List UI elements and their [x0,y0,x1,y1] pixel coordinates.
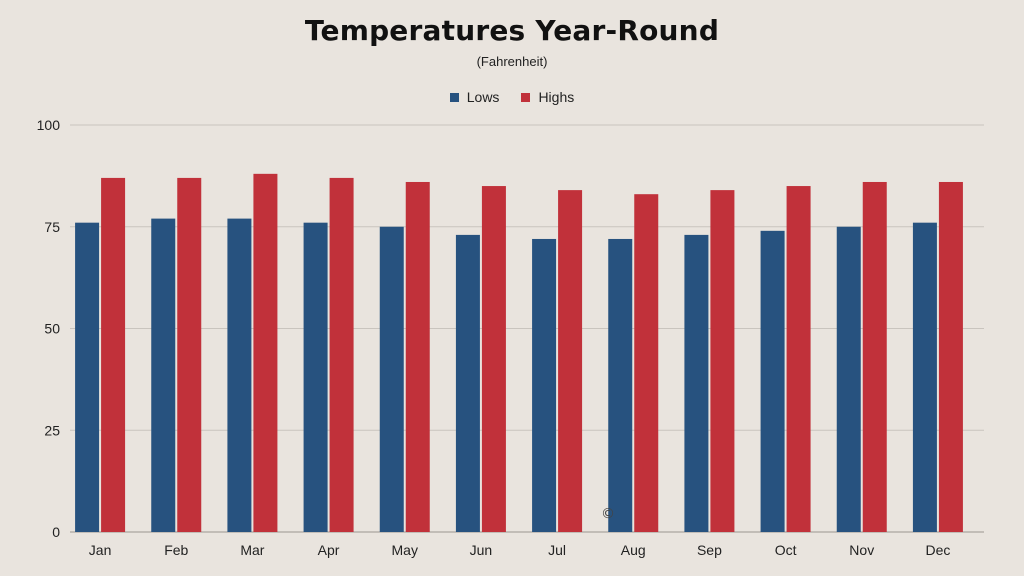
bar-lows-jul [532,238,557,532]
bar-highs-jul [558,190,583,532]
legend-item-highs: Highs [521,89,574,105]
bar-highs-sep [710,190,735,532]
bar-highs-may [405,181,430,533]
x-tick-label-feb: Feb [164,542,188,558]
x-tick-label-apr: Apr [318,542,340,558]
bar-highs-feb [177,177,202,532]
chart-subtitle: (Fahrenheit) [476,54,548,69]
y-tick-label-75: 75 [44,219,60,235]
x-tick-label-jul: Jul [548,542,566,558]
bar-highs-aug [634,194,659,532]
bar-highs-oct [786,186,811,533]
x-tick-label-mar: Mar [240,542,264,558]
x-tick-label-oct: Oct [775,542,797,558]
bar-lows-feb [151,218,176,533]
bar-highs-nov [862,181,887,533]
bar-lows-jan [75,222,100,532]
legend-label-lows: Lows [466,89,500,105]
y-tick-label-25: 25 [44,422,60,438]
legend-label-highs: Highs [538,89,575,105]
y-tick-label-100: 100 [37,117,61,133]
x-tick-label-may: May [392,542,418,558]
legend-swatch-highs [521,92,531,102]
bar-highs-dec [938,181,963,533]
bar-lows-nov [836,226,861,532]
bar-lows-apr [303,222,328,532]
x-tick-label-nov: Nov [849,542,874,558]
bar-highs-apr [329,177,354,532]
x-tick-label-sep: Sep [697,542,722,558]
bar-lows-aug [608,238,633,532]
x-tick-label-jan: Jan [89,542,112,558]
chart-legend: Lows Highs [0,89,1024,105]
copyright-mark: © [601,506,615,522]
bar-lows-dec [912,222,937,532]
chart-title: Temperatures Year-Round [304,14,720,47]
bar-highs-mar [253,173,278,532]
bar-highs-jan [101,177,126,532]
legend-swatch-lows [449,92,459,102]
bar-highs-jun [481,186,506,533]
bar-lows-jun [455,234,480,532]
x-tick-label-jun: Jun [470,542,493,558]
bar-lows-may [379,226,404,532]
y-tick-label-50: 50 [44,321,60,337]
x-tick-label-dec: Dec [925,542,950,558]
y-tick-label-0: 0 [52,524,60,540]
x-tick-label-aug: Aug [621,542,646,558]
bar-lows-oct [760,230,785,532]
legend-item-lows: Lows [449,89,500,105]
bar-lows-mar [227,218,252,533]
bar-lows-sep [684,234,709,532]
